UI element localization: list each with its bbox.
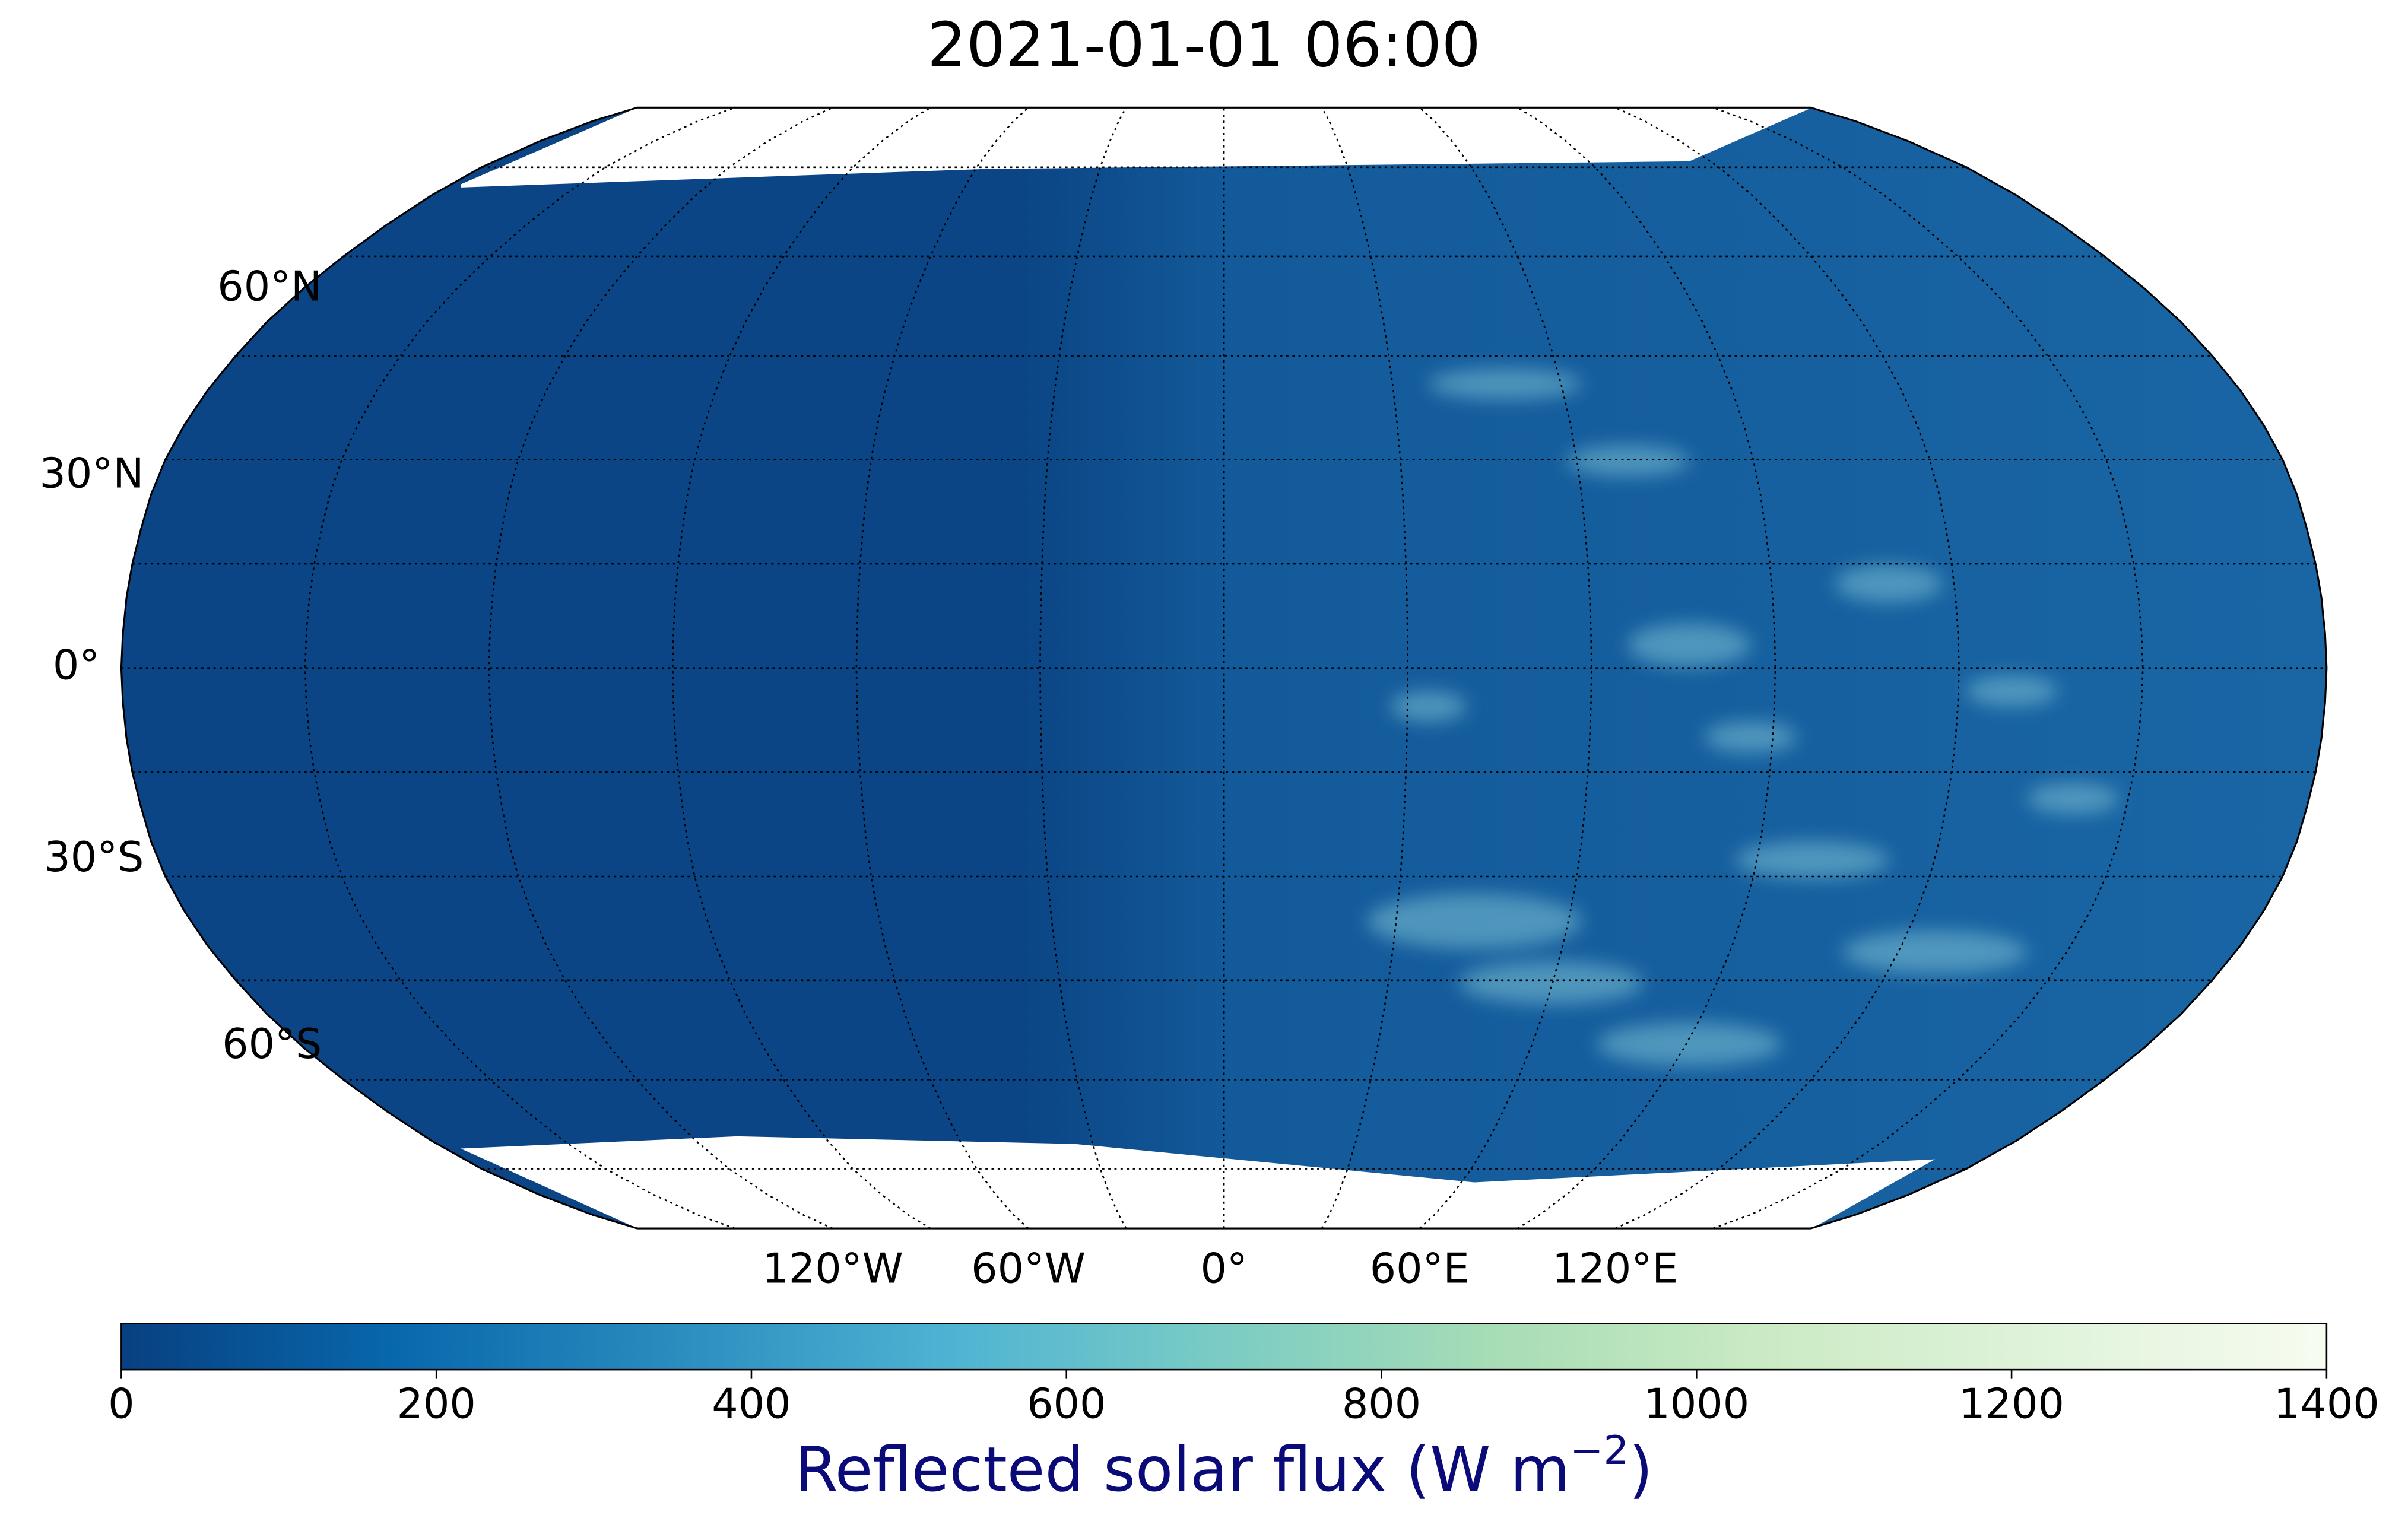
meridian: [1516, 107, 1776, 1230]
colorbar-tick-label: 600: [1027, 1380, 1106, 1428]
cloud: [1428, 369, 1582, 399]
cloud: [1842, 930, 2028, 974]
map-background: [121, 107, 2327, 1229]
meridian: [1321, 107, 1409, 1229]
cloud: [1597, 1022, 1782, 1066]
colorbar-label-suffix: ): [1629, 1434, 1652, 1505]
meridian: [855, 107, 1029, 1230]
polar-gap: [461, 1136, 1936, 1229]
cloud-layer: [1366, 369, 2120, 1066]
cloud: [1735, 841, 1889, 879]
lat-label: 30°S: [44, 833, 144, 881]
lat-label: 60°S: [222, 1020, 322, 1068]
colorbar-label-text: Reflected solar flux (W m: [795, 1434, 1571, 1505]
meridian: [1712, 107, 2144, 1230]
lon-label: 60°W: [971, 1245, 1086, 1293]
graticule: [121, 107, 2327, 1230]
meridian: [488, 107, 833, 1230]
cloud: [1965, 675, 2058, 707]
lon-label: 60°E: [1370, 1245, 1470, 1293]
colorbar-tick-label: 1000: [1644, 1380, 1749, 1428]
colorbar-tick-label: 0: [108, 1380, 134, 1428]
lat-label: 60°N: [217, 262, 322, 310]
lon-label: 0°: [1200, 1245, 1247, 1293]
cloud: [1459, 961, 1644, 1005]
lat-label: 30°N: [39, 450, 144, 498]
colorbar-tick-label: 400: [712, 1380, 791, 1428]
lon-label: 120°E: [1552, 1245, 1678, 1293]
map: 60°N 30°N 0° 30°S 60°S 120°W 60°W 0° 60°E 120°E: [39, 106, 2328, 1293]
map-title: 2021-01-01 06:00: [927, 9, 1481, 81]
cloud: [1704, 722, 1797, 753]
meridian: [671, 107, 931, 1230]
colorbar-tick-label: 800: [1342, 1380, 1421, 1428]
colorbar-tick-label: 1200: [1959, 1380, 2064, 1428]
cloud: [2027, 783, 2120, 814]
colorbar-bar: [120, 1323, 2328, 1371]
colorbar-tick-label: 200: [397, 1380, 476, 1428]
cloud: [1835, 565, 1943, 602]
cloud: [1627, 623, 1751, 667]
lon-label: 120°W: [762, 1245, 903, 1293]
meridian: [1614, 107, 1960, 1230]
meridian: [1039, 107, 1127, 1229]
colorbar-label-superscript: −2: [1570, 1427, 1629, 1473]
colorbar-label: Reflected solar flux (W m−2): [795, 1427, 1653, 1505]
cloud: [1366, 894, 1582, 949]
polar-gap: [461, 107, 1813, 188]
colorbar-tick-label: 1400: [2274, 1380, 2380, 1428]
lat-label: 0°: [53, 641, 100, 690]
map-body: [121, 107, 2327, 1229]
meridian: [304, 107, 735, 1230]
colorbar: 0 200 400 600 800 1000 1200 1400: [108, 1323, 2380, 1428]
cloud: [1389, 691, 1467, 722]
cloud: [1566, 445, 1690, 477]
meridian: [1419, 107, 1592, 1230]
map-outline: [120, 106, 2328, 1230]
